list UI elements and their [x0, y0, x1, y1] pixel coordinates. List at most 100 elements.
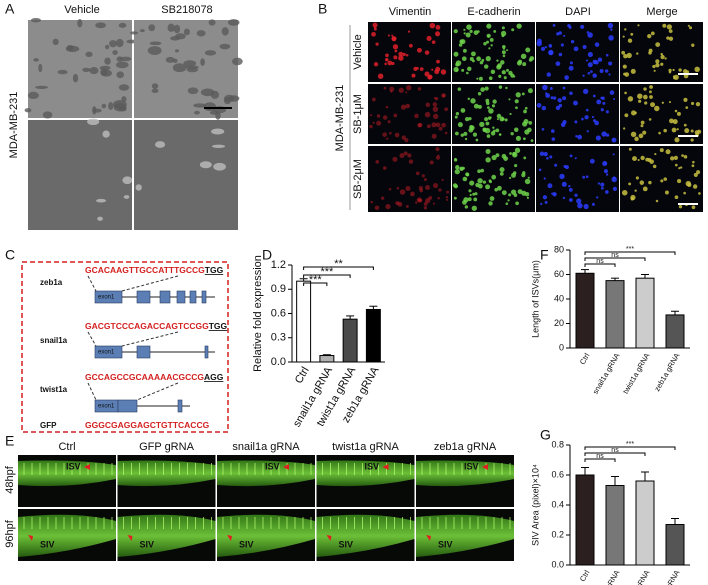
- cell: [375, 42, 379, 46]
- dashed-box: [21, 261, 229, 433]
- cell: [527, 88, 533, 94]
- channel-title: Merge: [646, 6, 677, 18]
- bar: [319, 355, 335, 363]
- cell: [460, 133, 464, 137]
- cell: [612, 186, 618, 191]
- cell: [410, 191, 415, 197]
- cell: [687, 182, 692, 188]
- cell: [149, 41, 162, 46]
- cell: [427, 75, 432, 80]
- cell: [105, 44, 110, 50]
- significance-bracket: [584, 446, 676, 450]
- cell: [577, 202, 583, 209]
- cell: [606, 133, 610, 137]
- cell: [424, 50, 430, 55]
- cell: [89, 67, 99, 75]
- cell: [417, 47, 422, 53]
- cell: [465, 172, 470, 177]
- cell: [108, 102, 114, 110]
- cell: [530, 139, 534, 143]
- cell: [679, 166, 683, 169]
- cell: [401, 135, 406, 140]
- cell: [486, 134, 491, 138]
- cell: [508, 98, 511, 101]
- significance-label: ns: [611, 252, 619, 259]
- arrow: [28, 535, 33, 541]
- cell: [668, 68, 672, 73]
- cell: [485, 184, 491, 190]
- cell: [485, 56, 491, 62]
- cell: [461, 166, 465, 170]
- cell: [438, 188, 442, 192]
- cell: [393, 55, 398, 60]
- guide-sequence: GCACAAGTTGCCATTTGCCGTGG: [85, 265, 224, 275]
- y-axis-label: Length of ISVs(μm): [530, 260, 540, 338]
- vessel-label: ISV: [66, 461, 81, 471]
- cell: [660, 179, 664, 183]
- cell: [35, 85, 49, 90]
- cell: [99, 65, 111, 71]
- cell: [586, 130, 589, 133]
- cell: [627, 38, 633, 43]
- cell: [139, 29, 145, 33]
- row-label: SB-2μM: [352, 159, 364, 199]
- cell: [496, 113, 502, 119]
- cell: [592, 59, 597, 65]
- cell: [605, 110, 609, 114]
- cell: [374, 205, 380, 211]
- column-title: zeb1a gRNA: [434, 441, 497, 453]
- panel-label: E: [5, 433, 14, 449]
- fish: [416, 460, 514, 487]
- channel-title: DAPI: [565, 6, 591, 18]
- cell: [223, 97, 232, 105]
- cell: [208, 19, 216, 26]
- exon-label: exon1: [98, 350, 115, 356]
- cell: [648, 180, 652, 185]
- cell: [666, 36, 670, 40]
- cell: [591, 202, 595, 206]
- x-tick-label: zeb1a gRNA: [652, 351, 681, 392]
- error-bar: [671, 518, 679, 525]
- vessel-label: SIV: [438, 539, 453, 549]
- cell: [92, 106, 97, 115]
- cell: [627, 96, 634, 102]
- cell: [692, 160, 695, 164]
- cell: [435, 147, 440, 152]
- cell: [510, 189, 517, 195]
- cell: [173, 24, 181, 34]
- cell: [674, 195, 679, 200]
- cell: [600, 182, 605, 187]
- cell: [509, 176, 512, 180]
- arrow: [426, 535, 431, 541]
- cell: [660, 52, 663, 56]
- vessel-label: SIV: [40, 539, 55, 549]
- cell: [521, 92, 525, 96]
- sequence: GCACAAGTTGCCATTTGCCG: [85, 265, 205, 275]
- cell: [193, 103, 207, 108]
- cell: [649, 85, 653, 89]
- cell: [491, 104, 496, 108]
- cell: [576, 198, 582, 204]
- cell: [470, 98, 476, 104]
- cell: [413, 66, 418, 71]
- cell: [102, 130, 110, 138]
- cell: [453, 66, 459, 73]
- cell: [569, 154, 573, 158]
- row-group-label: MDA-MB-231: [334, 85, 346, 152]
- cell: [640, 155, 645, 161]
- error-bar: [671, 310, 679, 315]
- cell: [424, 71, 430, 77]
- cell: [503, 156, 509, 161]
- cell: [172, 63, 187, 73]
- cell: [650, 102, 656, 108]
- gene-name: GFP: [40, 421, 57, 430]
- cell: [491, 174, 497, 180]
- micrograph: [368, 146, 451, 212]
- cell: [467, 97, 471, 101]
- cell: [426, 35, 432, 41]
- fish: [18, 460, 116, 487]
- cell: [612, 153, 615, 156]
- cell: [373, 62, 379, 67]
- cell: [638, 99, 642, 103]
- cell: [213, 162, 226, 171]
